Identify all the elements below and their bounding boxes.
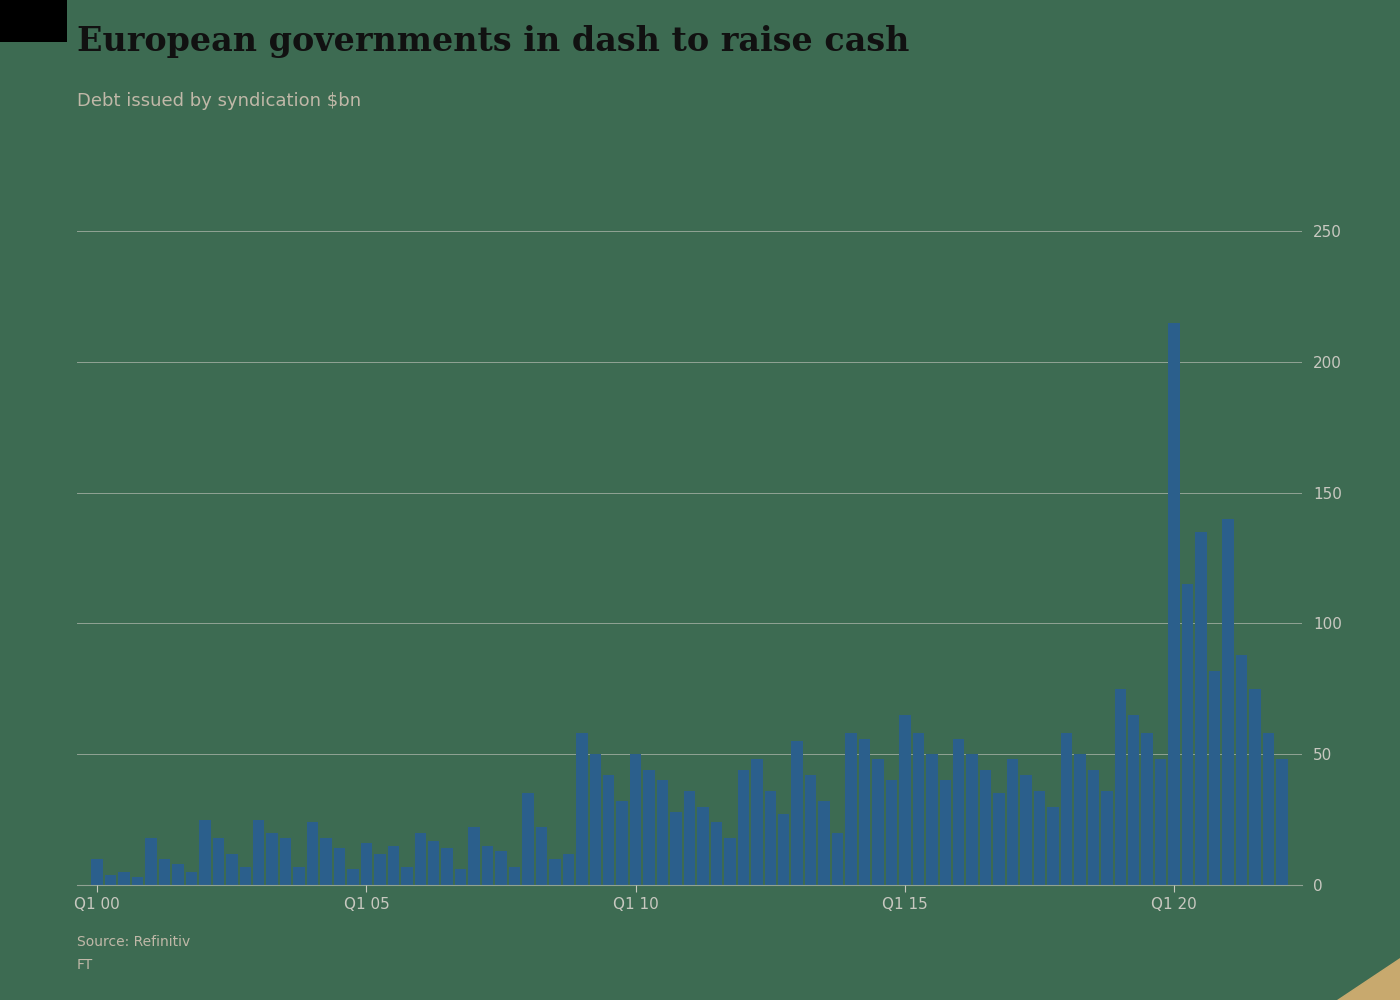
Bar bbox=[994, 793, 1005, 885]
Bar bbox=[508, 867, 521, 885]
Bar bbox=[1263, 733, 1274, 885]
Bar bbox=[819, 801, 830, 885]
Bar bbox=[388, 846, 399, 885]
Bar bbox=[266, 833, 279, 885]
Bar bbox=[91, 859, 104, 885]
Bar bbox=[441, 848, 454, 885]
Bar bbox=[172, 864, 183, 885]
Bar bbox=[630, 754, 641, 885]
Bar bbox=[886, 780, 897, 885]
Bar bbox=[225, 854, 238, 885]
Bar bbox=[697, 807, 708, 885]
Bar bbox=[1222, 519, 1233, 885]
Bar bbox=[146, 838, 157, 885]
Bar bbox=[1007, 759, 1018, 885]
Bar bbox=[1088, 770, 1099, 885]
Bar bbox=[953, 739, 965, 885]
Bar bbox=[1208, 671, 1221, 885]
Bar bbox=[469, 827, 480, 885]
Bar bbox=[616, 801, 629, 885]
Bar bbox=[333, 848, 346, 885]
Bar bbox=[132, 877, 143, 885]
Bar bbox=[683, 791, 696, 885]
Bar bbox=[199, 820, 210, 885]
Bar bbox=[1182, 584, 1193, 885]
Bar bbox=[361, 843, 372, 885]
Bar bbox=[671, 812, 682, 885]
Bar bbox=[764, 791, 776, 885]
Bar bbox=[455, 869, 466, 885]
Bar bbox=[119, 872, 130, 885]
Bar bbox=[603, 775, 615, 885]
Bar bbox=[1114, 689, 1126, 885]
Bar bbox=[1047, 807, 1058, 885]
Bar bbox=[858, 739, 871, 885]
Bar bbox=[321, 838, 332, 885]
Bar bbox=[563, 854, 574, 885]
Bar bbox=[738, 770, 749, 885]
Bar bbox=[575, 733, 588, 885]
Bar bbox=[778, 814, 790, 885]
Polygon shape bbox=[1337, 958, 1400, 1000]
Bar bbox=[239, 867, 251, 885]
Bar bbox=[428, 841, 440, 885]
Bar bbox=[213, 838, 224, 885]
Bar bbox=[482, 846, 493, 885]
Bar bbox=[980, 770, 991, 885]
Bar bbox=[186, 872, 197, 885]
Bar bbox=[939, 780, 951, 885]
Bar bbox=[791, 741, 804, 885]
Bar bbox=[536, 827, 547, 885]
Bar bbox=[1100, 791, 1113, 885]
Bar bbox=[644, 770, 655, 885]
Bar bbox=[589, 754, 601, 885]
Bar bbox=[657, 780, 668, 885]
Bar bbox=[400, 867, 413, 885]
Bar bbox=[414, 833, 426, 885]
Bar bbox=[899, 715, 910, 885]
Bar bbox=[913, 733, 924, 885]
Text: FT: FT bbox=[77, 958, 94, 972]
Bar bbox=[872, 759, 883, 885]
Text: Source: Refinitiv: Source: Refinitiv bbox=[77, 935, 190, 949]
Bar bbox=[724, 838, 735, 885]
Bar bbox=[1021, 775, 1032, 885]
Bar bbox=[105, 875, 116, 885]
Bar bbox=[1249, 689, 1260, 885]
Bar bbox=[966, 754, 979, 885]
Bar bbox=[496, 851, 507, 885]
Bar bbox=[1155, 759, 1166, 885]
Bar bbox=[1275, 759, 1288, 885]
Bar bbox=[925, 754, 938, 885]
Bar bbox=[1141, 733, 1154, 885]
Bar bbox=[294, 867, 305, 885]
Bar bbox=[522, 793, 533, 885]
Bar bbox=[832, 833, 843, 885]
Bar bbox=[307, 822, 318, 885]
Bar bbox=[158, 859, 171, 885]
Bar bbox=[280, 838, 291, 885]
Bar bbox=[805, 775, 816, 885]
Bar bbox=[846, 733, 857, 885]
Bar bbox=[1061, 733, 1072, 885]
Bar bbox=[347, 869, 358, 885]
Bar bbox=[1169, 323, 1180, 885]
Text: European governments in dash to raise cash: European governments in dash to raise ca… bbox=[77, 25, 910, 58]
Bar bbox=[711, 822, 722, 885]
Bar bbox=[1033, 791, 1046, 885]
Bar bbox=[750, 759, 763, 885]
Bar bbox=[253, 820, 265, 885]
Text: Debt issued by syndication $bn: Debt issued by syndication $bn bbox=[77, 92, 361, 110]
Bar bbox=[1128, 715, 1140, 885]
Bar bbox=[549, 859, 560, 885]
Bar bbox=[1074, 754, 1085, 885]
Bar bbox=[1236, 655, 1247, 885]
Bar bbox=[374, 854, 385, 885]
Bar bbox=[1196, 532, 1207, 885]
